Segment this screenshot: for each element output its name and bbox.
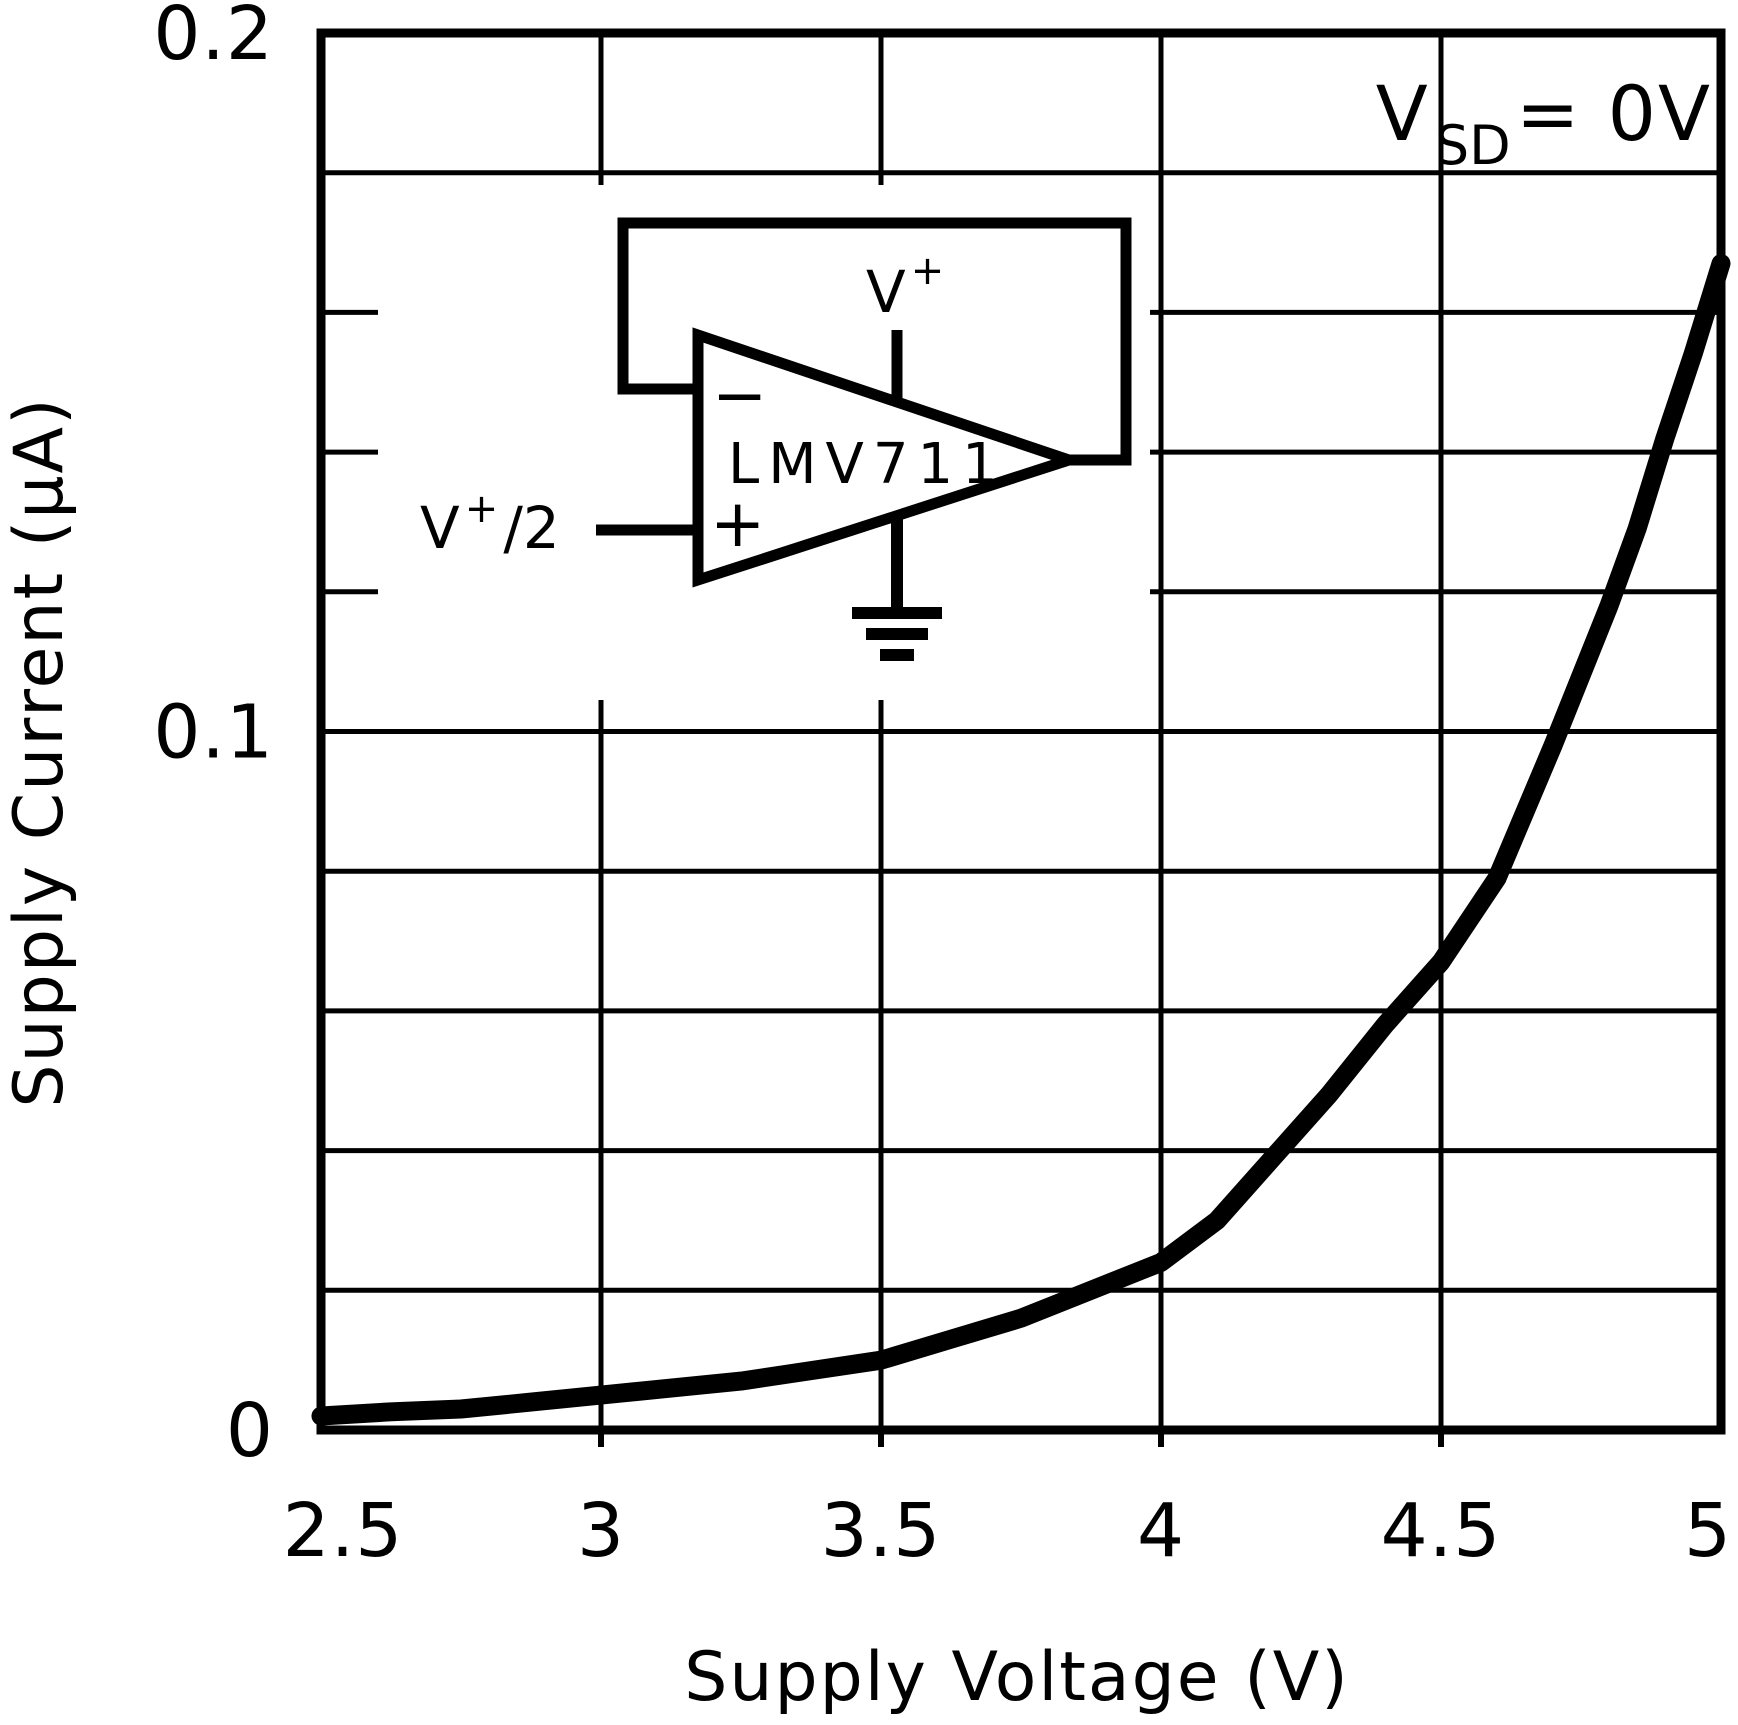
inset-supply-label: V + <box>866 248 944 326</box>
plot-border <box>316 28 1726 1435</box>
feedback-wire <box>617 217 1132 466</box>
inset-input-label: V + /2 <box>420 486 560 562</box>
curve-layer <box>311 254 1731 1426</box>
x-tick-label: 5 <box>1684 1488 1732 1574</box>
y-tick-label: 0.1 <box>153 690 274 776</box>
x-tick-label: 2.5 <box>283 1488 404 1574</box>
x-tick-label: 4 <box>1137 1488 1185 1574</box>
vsd-annotation: V SD = 0V <box>1376 69 1712 177</box>
y-axis-title: Supply Current (μA) <box>0 396 79 1107</box>
grid <box>321 33 1721 1430</box>
y-tick-label: 0.2 <box>153 0 274 77</box>
inset-circuit-schematic <box>596 217 1132 661</box>
inset-noninverting-input-sign: + <box>710 485 765 562</box>
x-tick-label: 3 <box>577 1488 625 1574</box>
tick-labels: 2.5 3 3.5 4 4.5 5 0 0.1 0.2 <box>153 0 1732 1574</box>
x-tick-label: 4.5 <box>1381 1488 1502 1574</box>
y-tick-label: 0 <box>226 1388 274 1474</box>
x-axis-title: Supply Voltage (V) <box>684 1638 1350 1717</box>
inset-part-label: LMV711 <box>728 432 1007 497</box>
supply-current-curve <box>311 254 1731 1426</box>
inset-inverting-input-sign: − <box>712 357 767 434</box>
opamp-triangle <box>692 327 1087 588</box>
x-tick-label: 3.5 <box>821 1488 942 1574</box>
ground-icon <box>852 514 942 661</box>
